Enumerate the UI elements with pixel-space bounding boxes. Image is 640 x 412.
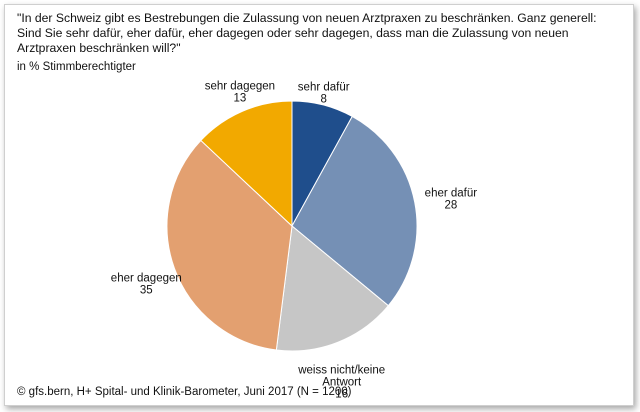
slice-value: 28 [445, 199, 458, 211]
slice-label-sehr-daf-r: sehr dafür 8 [298, 82, 350, 106]
slice-label-text: eher dafür [425, 187, 478, 199]
title-line-3: Arztpraxen beschränken will?" [17, 41, 181, 55]
slice-value: 35 [140, 284, 153, 296]
slice-label-sehr-dagegen: sehr dagegen 13 [205, 81, 275, 105]
slice-label-text: weiss nicht/keine [297, 365, 385, 377]
slice-value: 8 [320, 94, 326, 106]
slice-label-weiss-nicht-keine-antwort: weiss nicht/keine Antwort 16 [297, 365, 385, 401]
pie-slice-weiss-nicht-keine-antwort [275, 225, 390, 352]
pie-slice-eher-dagegen [166, 139, 293, 351]
slice-label-text: eher dagegen [111, 272, 182, 284]
chart-frame: "In der Schweiz gibt es Bestrebungen die… [4, 4, 634, 406]
title-line-2: Sind Sie sehr dafür, eher dafür, eher da… [17, 26, 569, 40]
slice-label-eher-dagegen: eher dagegen 35 [111, 272, 182, 296]
title-line-1: "In der Schweiz gibt es Bestrebungen die… [17, 11, 597, 25]
slice-value: 16 [335, 389, 348, 401]
slice-label-text: sehr dagegen [205, 81, 275, 93]
slice-value: 13 [234, 93, 247, 105]
pie-chart: sehr dafür 8 eher dafür 28 weiss nicht/keine… [111, 81, 478, 401]
slice-label-text: Antwort [322, 377, 362, 389]
pie-slice-eher-daf-r [291, 115, 418, 307]
chart-title: "In der Schweiz gibt es Bestrebungen die… [17, 11, 617, 56]
slice-label-text: sehr dafür [298, 82, 350, 94]
source-note: © gfs.bern, H+ Spital- und Klinik-Barome… [17, 386, 352, 398]
slice-label-eher-daf-r: eher dafür 28 [425, 187, 478, 211]
chart-subtitle: in % Stimmberechtigter [17, 61, 136, 73]
pie-slice-sehr-dagegen [200, 100, 293, 228]
